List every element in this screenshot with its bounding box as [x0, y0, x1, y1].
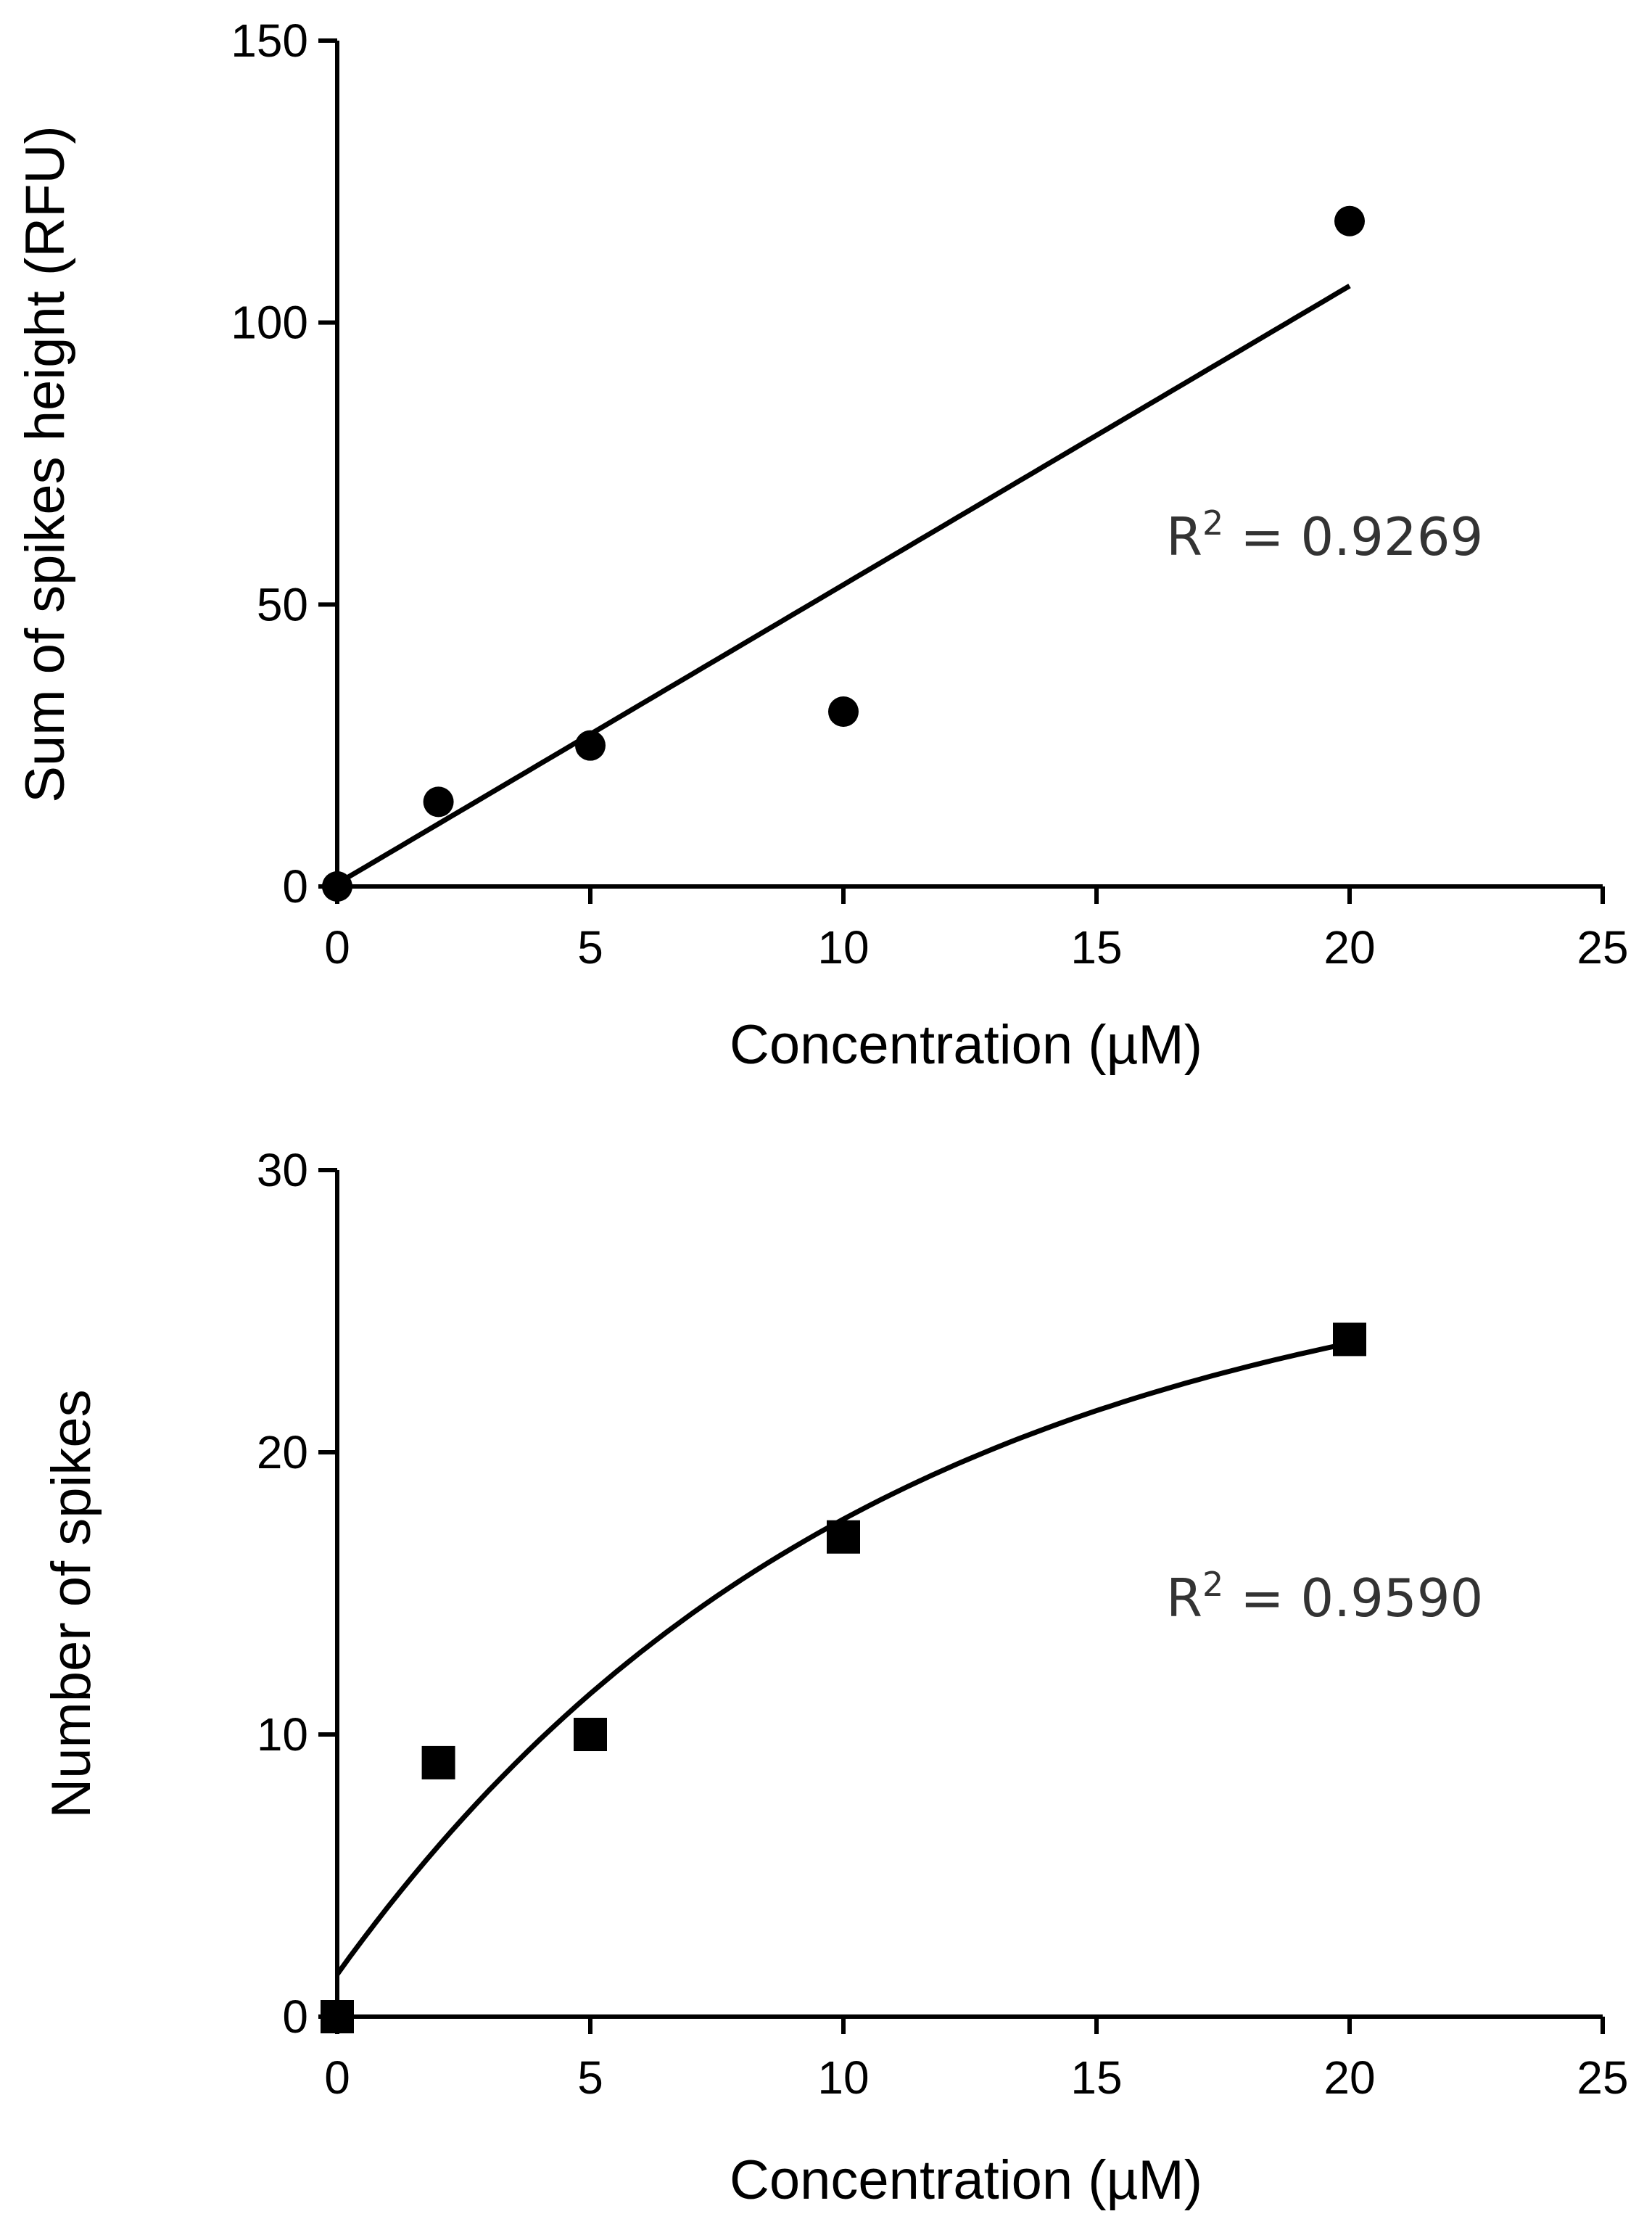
data-point — [1333, 1322, 1366, 1357]
data-point — [423, 786, 454, 818]
r-exponent: 2 — [1202, 503, 1223, 543]
data-point — [827, 1520, 860, 1554]
x-tick-label: 0 — [324, 2051, 350, 2104]
y-axis-title: Number of spikes — [41, 1389, 102, 1818]
r-squared-value: = 0.9590 — [1223, 1568, 1483, 1629]
x-tick-label: 5 — [577, 2051, 603, 2104]
x-tick-label: 0 — [324, 921, 350, 974]
r-squared-value: = 0.9269 — [1223, 506, 1483, 567]
r-exponent: 2 — [1202, 1565, 1223, 1604]
x-tick-label: 10 — [817, 2051, 869, 2104]
r-squared-annotation: R2 = 0.9269 — [1166, 503, 1483, 567]
x-tick-label: 15 — [1070, 2051, 1122, 2104]
x-tick-label: 25 — [1577, 921, 1628, 974]
data-point — [1334, 205, 1365, 236]
x-tick-label: 20 — [1323, 2051, 1375, 2104]
x-tick-label: 10 — [817, 921, 869, 974]
r-symbol: R — [1166, 506, 1202, 567]
y-tick-label: 100 — [231, 297, 308, 349]
y-tick-label: 20 — [257, 1426, 308, 1478]
data-point — [574, 1718, 607, 1751]
data-point — [321, 2000, 354, 2033]
y-tick-label: 0 — [282, 1991, 308, 2043]
data-point — [421, 1745, 455, 1779]
chart-sum-spikes-height: Sum of spikes height (RFU) Concentration… — [15, 15, 1629, 1076]
x-tick-label: 20 — [1323, 921, 1375, 974]
x-tick-label: 15 — [1070, 921, 1122, 974]
data-point — [322, 871, 352, 902]
y-tick-label: 150 — [231, 15, 308, 67]
data-point — [575, 730, 606, 761]
x-tick-label: 25 — [1577, 2051, 1628, 2104]
y-axis-title: Sum of spikes height (RFU) — [15, 125, 76, 802]
fit-curve — [335, 1341, 1350, 1976]
fit-curve — [336, 284, 1351, 886]
x-axis-title: Concentration (µM) — [730, 1014, 1202, 1076]
chart-number-of-spikes: Number of spikes Concentration (µM) R2 =… — [41, 1144, 1629, 2211]
y-tick-label: 0 — [282, 860, 308, 913]
y-tick-label: 10 — [257, 1708, 308, 1761]
r-symbol: R — [1166, 1568, 1202, 1629]
data-point — [828, 696, 859, 728]
x-tick-label: 5 — [577, 921, 603, 974]
y-tick-label: 50 — [257, 578, 308, 630]
y-tick-label: 30 — [257, 1144, 308, 1196]
r-squared-annotation: R2 = 0.9590 — [1166, 1565, 1483, 1629]
x-axis-title: Concentration (µM) — [730, 2149, 1202, 2211]
